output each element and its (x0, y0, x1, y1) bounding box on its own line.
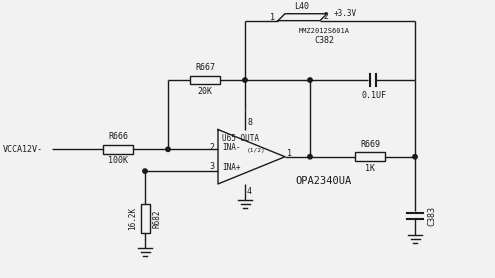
Circle shape (308, 155, 312, 159)
Text: 16.2K: 16.2K (128, 207, 137, 230)
Text: MMZ2012S601A: MMZ2012S601A (298, 28, 349, 34)
Circle shape (243, 78, 247, 82)
Text: 1: 1 (270, 13, 275, 22)
Text: 2: 2 (209, 143, 214, 152)
Circle shape (166, 147, 170, 152)
Text: VCCA12V-: VCCA12V- (3, 145, 43, 154)
Text: R666: R666 (108, 132, 128, 142)
Text: 8: 8 (247, 118, 252, 126)
Text: 1: 1 (287, 149, 292, 158)
Text: 100K: 100K (108, 156, 128, 165)
Text: 1K: 1K (365, 164, 375, 173)
Bar (190, 76, 220, 85)
Text: R682: R682 (153, 209, 162, 228)
Text: C382: C382 (314, 36, 334, 45)
Circle shape (143, 169, 147, 173)
Text: OPA2340UA: OPA2340UA (295, 177, 351, 187)
Text: +3.3V: +3.3V (334, 9, 357, 18)
Text: U65 OUTA: U65 OUTA (222, 135, 259, 143)
Circle shape (413, 155, 417, 159)
Text: (1/2): (1/2) (247, 148, 265, 153)
Circle shape (308, 78, 312, 82)
Bar (141, 204, 149, 234)
Text: 4: 4 (247, 187, 252, 196)
Text: INA-: INA- (222, 143, 241, 152)
Text: 2: 2 (323, 12, 328, 21)
Text: C383: C383 (427, 206, 436, 226)
Bar (355, 152, 385, 161)
Text: INA+: INA+ (222, 163, 241, 172)
Text: 0.1UF: 0.1UF (361, 91, 387, 100)
Text: R669: R669 (360, 140, 380, 149)
Text: 3: 3 (209, 162, 214, 170)
Bar (103, 145, 133, 154)
Text: 20K: 20K (198, 87, 212, 96)
Text: L40: L40 (295, 2, 309, 11)
Text: R667: R667 (195, 63, 215, 72)
